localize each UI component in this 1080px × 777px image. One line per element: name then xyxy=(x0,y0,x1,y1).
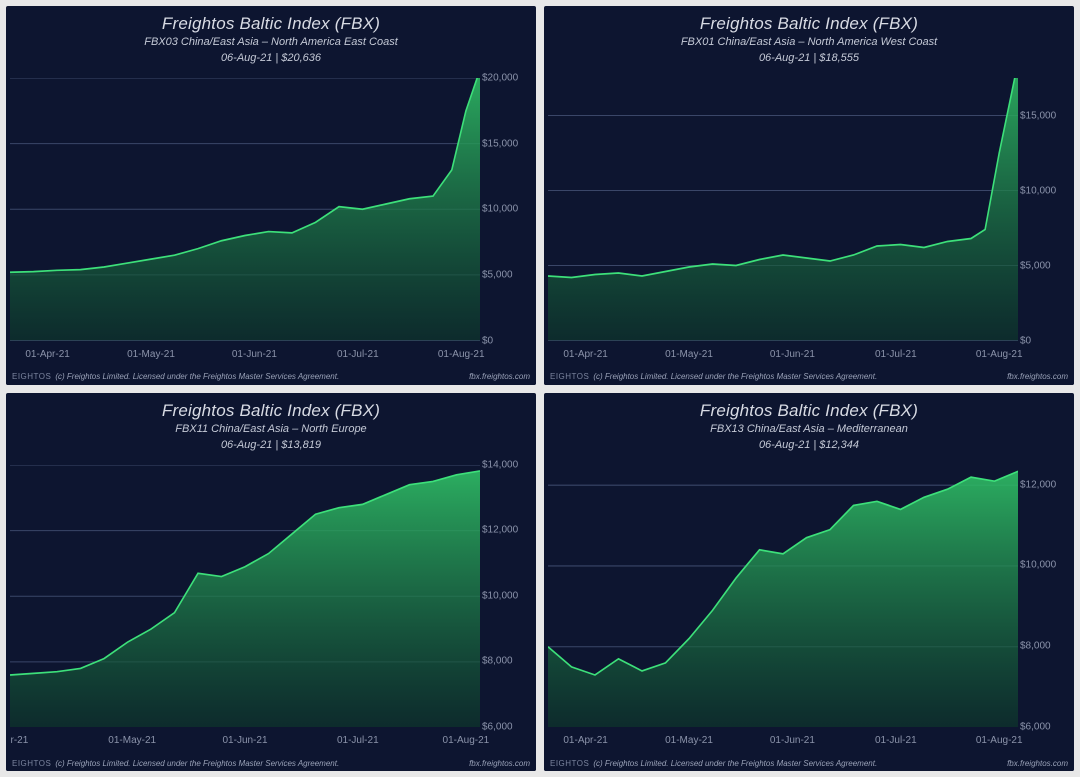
chart-plot-area xyxy=(10,78,480,341)
x-axis-labels: 01-Apr-2101-May-2101-Jun-2101-Jul-2101-A… xyxy=(548,735,1018,749)
y-tick-label: $0 xyxy=(482,335,493,346)
chart-panel-3: Freightos Baltic Index (FBX) FBX13 China/… xyxy=(544,393,1074,772)
x-tick-label: 01-Jul-21 xyxy=(337,349,379,360)
panel-titles: Freightos Baltic Index (FBX) FBX03 China/… xyxy=(6,14,536,64)
license-text: (c) Freightos Limited. Licensed under th… xyxy=(55,372,339,381)
y-tick-label: $12,000 xyxy=(482,525,518,536)
y-tick-label: $5,000 xyxy=(1020,260,1051,271)
y-axis-labels: $0$5,000$10,000$15,000$20,000 xyxy=(482,78,530,341)
footer-site: fbx.freightos.com xyxy=(469,372,530,381)
x-axis-labels: r-2101-May-2101-Jun-2101-Jul-2101-Aug-21 xyxy=(10,735,480,749)
chart-date-value: 06-Aug-21 | $13,819 xyxy=(6,439,536,451)
y-tick-label: $10,000 xyxy=(482,590,518,601)
footer-license: EIGHTOS (c) Freightos Limited. Licensed u… xyxy=(12,759,339,768)
chart-title: Freightos Baltic Index (FBX) xyxy=(6,401,536,421)
y-tick-label: $20,000 xyxy=(482,73,518,84)
x-tick-label: 01-Aug-21 xyxy=(443,735,490,746)
x-tick-label: 01-Jun-21 xyxy=(222,735,267,746)
panel-footer: EIGHTOS (c) Freightos Limited. Licensed u… xyxy=(544,755,1074,771)
brand-label: EIGHTOS xyxy=(550,372,589,381)
brand-label: EIGHTOS xyxy=(12,759,51,768)
y-tick-label: $15,000 xyxy=(482,138,518,149)
y-tick-label: $12,000 xyxy=(1020,479,1056,490)
x-tick-label: 01-May-21 xyxy=(665,735,713,746)
chart-subtitle: FBX13 China/East Asia – Mediterranean xyxy=(544,423,1074,435)
chart-date-value: 06-Aug-21 | $18,555 xyxy=(544,52,1074,64)
x-tick-label: 01-Aug-21 xyxy=(976,735,1023,746)
y-tick-label: $14,000 xyxy=(482,459,518,470)
footer-site: fbx.freightos.com xyxy=(1007,759,1068,768)
x-tick-label: 01-May-21 xyxy=(665,349,713,360)
x-axis-labels: 01-Apr-2101-May-2101-Jun-2101-Jul-2101-A… xyxy=(10,349,480,363)
panel-titles: Freightos Baltic Index (FBX) FBX11 China/… xyxy=(6,401,536,451)
y-tick-label: $8,000 xyxy=(1020,641,1051,652)
chart-panel-0: Freightos Baltic Index (FBX) FBX03 China/… xyxy=(6,6,536,385)
panel-titles: Freightos Baltic Index (FBX) FBX01 China/… xyxy=(544,14,1074,64)
brand-label: EIGHTOS xyxy=(12,372,51,381)
chart-plot-area xyxy=(548,465,1018,728)
y-tick-label: $5,000 xyxy=(482,269,513,280)
panel-footer: EIGHTOS (c) Freightos Limited. Licensed u… xyxy=(544,369,1074,385)
chart-plot-area xyxy=(10,465,480,728)
footer-license: EIGHTOS (c) Freightos Limited. Licensed u… xyxy=(550,759,877,768)
chart-subtitle: FBX01 China/East Asia – North America We… xyxy=(544,36,1074,48)
y-tick-label: $6,000 xyxy=(1020,722,1051,733)
y-tick-label: $6,000 xyxy=(482,722,513,733)
chart-date-value: 06-Aug-21 | $12,344 xyxy=(544,439,1074,451)
y-axis-labels: $6,000$8,000$10,000$12,000 xyxy=(1020,465,1068,728)
chart-title: Freightos Baltic Index (FBX) xyxy=(6,14,536,34)
x-tick-label: 01-May-21 xyxy=(127,349,175,360)
chart-subtitle: FBX11 China/East Asia – North Europe xyxy=(6,423,536,435)
y-tick-label: $10,000 xyxy=(1020,560,1056,571)
x-tick-label: 01-Aug-21 xyxy=(438,349,485,360)
chart-plot-area xyxy=(548,78,1018,341)
x-axis-labels: 01-Apr-2101-May-2101-Jun-2101-Jul-2101-A… xyxy=(548,349,1018,363)
y-axis-labels: $0$5,000$10,000$15,000 xyxy=(1020,78,1068,341)
panel-footer: EIGHTOS (c) Freightos Limited. Licensed u… xyxy=(6,755,536,771)
panel-footer: EIGHTOS (c) Freightos Limited. Licensed u… xyxy=(6,369,536,385)
x-tick-label: 01-Apr-21 xyxy=(25,349,69,360)
license-text: (c) Freightos Limited. Licensed under th… xyxy=(593,372,877,381)
y-tick-label: $0 xyxy=(1020,335,1031,346)
chart-panel-1: Freightos Baltic Index (FBX) FBX01 China/… xyxy=(544,6,1074,385)
x-tick-label: 01-Jun-21 xyxy=(770,735,815,746)
chart-grid: Freightos Baltic Index (FBX) FBX03 China/… xyxy=(6,6,1074,771)
x-tick-label: 01-Jun-21 xyxy=(770,349,815,360)
x-tick-label: 01-May-21 xyxy=(108,735,156,746)
x-tick-label: 01-Apr-21 xyxy=(563,349,607,360)
chart-title: Freightos Baltic Index (FBX) xyxy=(544,14,1074,34)
panel-titles: Freightos Baltic Index (FBX) FBX13 China/… xyxy=(544,401,1074,451)
footer-license: EIGHTOS (c) Freightos Limited. Licensed u… xyxy=(550,372,877,381)
x-tick-label: 01-Jun-21 xyxy=(232,349,277,360)
footer-license: EIGHTOS (c) Freightos Limited. Licensed u… xyxy=(12,372,339,381)
y-tick-label: $10,000 xyxy=(1020,185,1056,196)
chart-title: Freightos Baltic Index (FBX) xyxy=(544,401,1074,421)
y-axis-labels: $6,000$8,000$10,000$12,000$14,000 xyxy=(482,465,530,728)
x-tick-label: 01-Jul-21 xyxy=(875,349,917,360)
y-tick-label: $8,000 xyxy=(482,656,513,667)
x-tick-label: 01-Aug-21 xyxy=(976,349,1023,360)
license-text: (c) Freightos Limited. Licensed under th… xyxy=(593,759,877,768)
x-tick-label: r-21 xyxy=(10,735,28,746)
x-tick-label: 01-Apr-21 xyxy=(563,735,607,746)
footer-site: fbx.freightos.com xyxy=(469,759,530,768)
chart-panel-2: Freightos Baltic Index (FBX) FBX11 China/… xyxy=(6,393,536,772)
license-text: (c) Freightos Limited. Licensed under th… xyxy=(55,759,339,768)
brand-label: EIGHTOS xyxy=(550,759,589,768)
chart-subtitle: FBX03 China/East Asia – North America Ea… xyxy=(6,36,536,48)
y-tick-label: $15,000 xyxy=(1020,110,1056,121)
x-tick-label: 01-Jul-21 xyxy=(337,735,379,746)
footer-site: fbx.freightos.com xyxy=(1007,372,1068,381)
x-tick-label: 01-Jul-21 xyxy=(875,735,917,746)
chart-date-value: 06-Aug-21 | $20,636 xyxy=(6,52,536,64)
y-tick-label: $10,000 xyxy=(482,204,518,215)
